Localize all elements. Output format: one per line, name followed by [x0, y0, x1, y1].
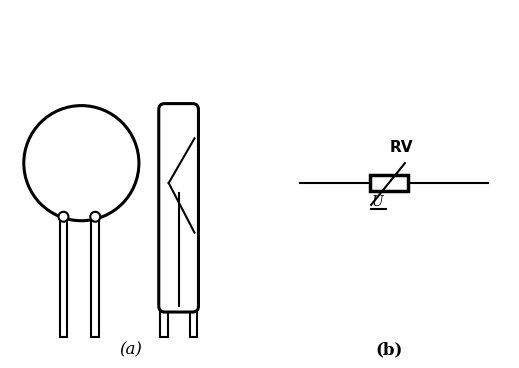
Bar — [370, 175, 408, 191]
Text: (a): (a) — [119, 342, 142, 359]
Text: RV: RV — [389, 140, 413, 155]
Text: U: U — [372, 195, 384, 209]
Polygon shape — [169, 138, 195, 233]
Text: (b): (b) — [375, 342, 403, 359]
Polygon shape — [370, 175, 408, 191]
Circle shape — [90, 212, 100, 222]
Circle shape — [59, 212, 69, 222]
FancyBboxPatch shape — [159, 104, 198, 312]
